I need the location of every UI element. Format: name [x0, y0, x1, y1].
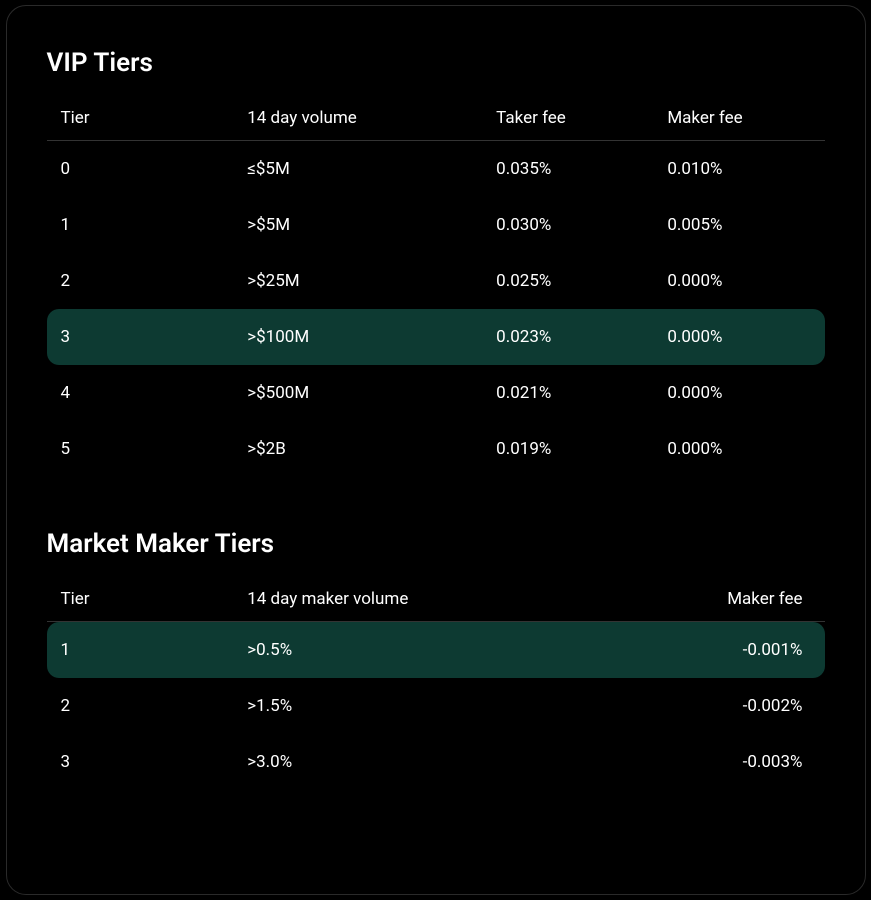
vip-header-row: Tier 14 day volume Taker fee Maker fee: [47, 98, 825, 141]
mm-tiers-table: Tier 14 day maker volume Maker fee 1>0.5…: [47, 579, 825, 790]
vip-cell-tier: 2: [47, 253, 234, 309]
mm-cell-maker: -0.001%: [653, 622, 824, 679]
vip-cell-volume: >$5M: [233, 197, 482, 253]
mm-cell-volume: >3.0%: [233, 734, 653, 790]
table-row[interactable]: 3>3.0%-0.003%: [47, 734, 825, 790]
vip-cell-maker: 0.000%: [653, 421, 824, 477]
vip-tiers-title: VIP Tiers: [47, 48, 825, 78]
mm-cell-tier: 2: [47, 678, 234, 734]
mm-col-volume: 14 day maker volume: [233, 579, 653, 622]
mm-col-tier: Tier: [47, 579, 234, 622]
vip-cell-maker: 0.000%: [653, 309, 824, 365]
mm-cell-maker: -0.003%: [653, 734, 824, 790]
vip-cell-maker: 0.000%: [653, 365, 824, 421]
vip-col-maker: Maker fee: [653, 98, 824, 141]
vip-tiers-table: Tier 14 day volume Taker fee Maker fee 0…: [47, 98, 825, 477]
vip-cell-tier: 0: [47, 141, 234, 198]
mm-col-maker: Maker fee: [653, 579, 824, 622]
vip-cell-taker: 0.035%: [482, 141, 653, 198]
vip-cell-volume: >$2B: [233, 421, 482, 477]
table-row[interactable]: 0≤$5M0.035%0.010%: [47, 141, 825, 198]
vip-cell-maker: 0.000%: [653, 253, 824, 309]
vip-cell-tier: 4: [47, 365, 234, 421]
mm-cell-tier: 3: [47, 734, 234, 790]
mm-header-row: Tier 14 day maker volume Maker fee: [47, 579, 825, 622]
table-row[interactable]: 1>0.5%-0.001%: [47, 622, 825, 679]
vip-cell-taker: 0.023%: [482, 309, 653, 365]
vip-cell-maker: 0.010%: [653, 141, 824, 198]
table-row[interactable]: 5>$2B0.019%0.000%: [47, 421, 825, 477]
vip-tiers-section: VIP Tiers Tier 14 day volume Taker fee M…: [47, 48, 825, 477]
vip-cell-volume: ≤$5M: [233, 141, 482, 198]
mm-tiers-title: Market Maker Tiers: [47, 529, 825, 559]
vip-col-taker: Taker fee: [482, 98, 653, 141]
mm-cell-volume: >1.5%: [233, 678, 653, 734]
table-row[interactable]: 3>$100M0.023%0.000%: [47, 309, 825, 365]
table-row[interactable]: 2>1.5%-0.002%: [47, 678, 825, 734]
mm-cell-volume: >0.5%: [233, 622, 653, 679]
vip-cell-volume: >$500M: [233, 365, 482, 421]
vip-cell-taker: 0.030%: [482, 197, 653, 253]
mm-cell-tier: 1: [47, 622, 234, 679]
vip-cell-taker: 0.019%: [482, 421, 653, 477]
vip-cell-taker: 0.025%: [482, 253, 653, 309]
vip-cell-tier: 1: [47, 197, 234, 253]
vip-cell-volume: >$100M: [233, 309, 482, 365]
market-maker-tiers-section: Market Maker Tiers Tier 14 day maker vol…: [47, 529, 825, 790]
fee-tiers-panel: VIP Tiers Tier 14 day volume Taker fee M…: [6, 5, 866, 895]
mm-cell-maker: -0.002%: [653, 678, 824, 734]
vip-cell-tier: 5: [47, 421, 234, 477]
table-row[interactable]: 1>$5M0.030%0.005%: [47, 197, 825, 253]
vip-cell-tier: 3: [47, 309, 234, 365]
vip-cell-taker: 0.021%: [482, 365, 653, 421]
vip-col-tier: Tier: [47, 98, 234, 141]
table-row[interactable]: 2>$25M0.025%0.000%: [47, 253, 825, 309]
vip-col-volume: 14 day volume: [233, 98, 482, 141]
vip-cell-maker: 0.005%: [653, 197, 824, 253]
table-row[interactable]: 4>$500M0.021%0.000%: [47, 365, 825, 421]
vip-cell-volume: >$25M: [233, 253, 482, 309]
